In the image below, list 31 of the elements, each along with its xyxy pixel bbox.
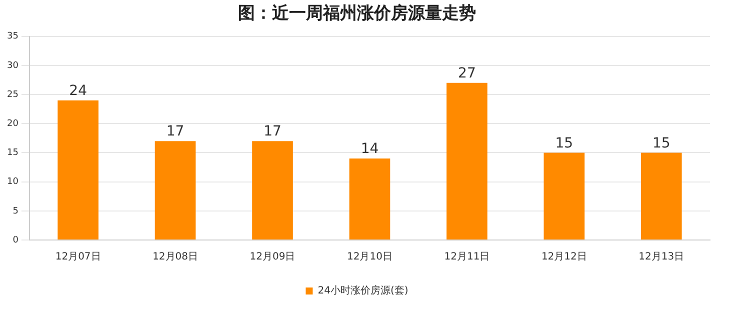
x-tick-label: 12月11日: [444, 252, 490, 263]
y-tick-label: 15: [7, 148, 18, 158]
y-tick-label: 30: [7, 60, 19, 71]
y-tick-label: 20: [7, 119, 19, 129]
bar: [544, 152, 585, 240]
data-label: 17: [166, 124, 184, 140]
y-tick-label: 5: [12, 206, 18, 216]
data-label: 14: [360, 141, 379, 158]
y-tick-label: 25: [7, 90, 18, 100]
bar: [58, 100, 98, 240]
bar: [640, 152, 682, 240]
y-tick-label: 10: [7, 177, 19, 188]
bar: [252, 141, 293, 240]
y-tick-label: 0: [12, 235, 19, 246]
data-label: 15: [652, 135, 670, 152]
legend-label: 24小时涨价房源(套): [318, 284, 408, 297]
x-tick-label: 12月08日: [152, 252, 198, 263]
data-label: 27: [458, 66, 476, 82]
bar: [349, 158, 390, 240]
x-tick-label: 12月12日: [541, 252, 587, 263]
x-tick-label: 12月09日: [250, 252, 296, 263]
bar: [446, 82, 488, 240]
y-tick-label: 35: [7, 32, 18, 42]
data-label: 15: [555, 135, 574, 152]
data-label: 17: [264, 124, 282, 140]
chart-title: 图：近一周福州涨价房源量走势: [238, 4, 476, 24]
data-label: 24: [69, 83, 88, 100]
x-tick-label: 12月10日: [347, 252, 392, 263]
x-tick-label: 12月07日: [55, 252, 101, 263]
bar: [154, 141, 196, 240]
x-tick-label: 12月13日: [638, 252, 684, 263]
